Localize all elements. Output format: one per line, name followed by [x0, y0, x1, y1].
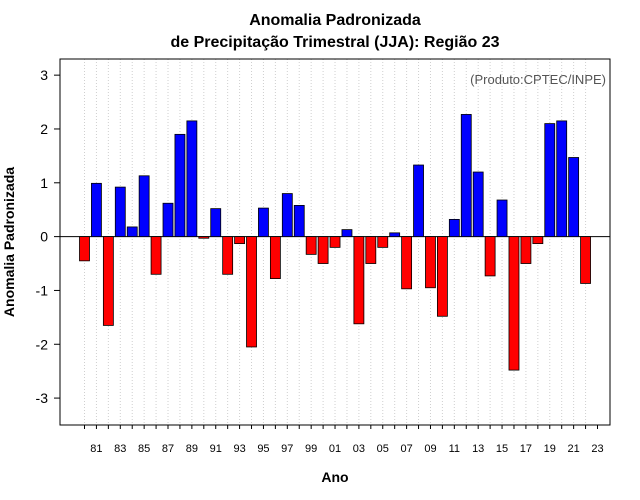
x-tick-label: 11 [449, 443, 460, 455]
x-tick-label: 21 [568, 443, 580, 455]
bar-87 [162, 202, 174, 238]
x-tick-label: 85 [138, 443, 150, 455]
bar-09 [425, 236, 436, 289]
bar-81 [91, 182, 102, 238]
x-tick-label: 81 [90, 443, 102, 455]
y-tick-label: -3 [36, 390, 49, 406]
x-tick-label: 15 [496, 443, 508, 455]
bar-19 [544, 123, 556, 238]
x-tick-label: 83 [114, 443, 126, 455]
bar-92 [222, 236, 234, 275]
x-tick-label: 09 [424, 443, 436, 455]
bar-98 [293, 204, 305, 238]
bar-15 [496, 199, 508, 238]
bar-16 [508, 236, 520, 371]
bar-13 [472, 171, 484, 238]
bar-94 [246, 236, 257, 348]
bar-22 [580, 236, 591, 284]
x-tick-label: 17 [520, 443, 532, 455]
y-axis: -3 -2 -1 0 1 2 3 [36, 67, 60, 406]
bar-08 [413, 164, 424, 238]
bar-18 [532, 236, 544, 245]
y-tick-label: 2 [40, 121, 48, 137]
bar-85 [138, 175, 150, 238]
x-tick-label: 95 [257, 443, 269, 455]
x-tick-label: 89 [186, 443, 198, 455]
x-tick-label: 05 [377, 443, 389, 455]
bar-12 [460, 114, 472, 238]
bar-89 [186, 120, 198, 238]
bar-82 [102, 236, 114, 326]
bar-00 [317, 236, 329, 264]
product-annotation: (Produto:CPTEC/INPE) [470, 72, 606, 87]
bar-02 [341, 229, 353, 238]
x-tick-label: 19 [544, 443, 556, 455]
bar-03 [353, 236, 365, 325]
bar-97 [281, 193, 293, 238]
x-tick-label: 23 [591, 443, 603, 455]
x-tick-label: 91 [210, 443, 222, 455]
y-tick-label: -1 [36, 282, 49, 298]
x-tick-label: 93 [233, 443, 245, 455]
bar-11 [448, 218, 460, 238]
x-axis-label: Ano [321, 469, 348, 485]
bar-05 [377, 236, 389, 248]
bar-21 [568, 157, 580, 238]
bar-90 [198, 236, 210, 239]
y-tick-label: -2 [36, 336, 49, 352]
bar-17 [520, 236, 532, 264]
bar-93 [234, 236, 245, 245]
bar-86 [150, 236, 162, 275]
bar-96 [269, 236, 281, 279]
y-tick-label: 1 [40, 175, 48, 191]
chart-title-line-1: Anomalia Padronizada [249, 12, 421, 29]
bar-95 [258, 207, 269, 238]
bar-84 [126, 226, 138, 238]
bar-10 [436, 236, 448, 317]
y-tick-label: 3 [40, 67, 48, 83]
bar-88 [174, 133, 186, 238]
bar-20 [556, 120, 568, 238]
y-axis-label: Anomalia Padronizada [1, 167, 17, 317]
y-tick-label: 0 [40, 229, 48, 245]
x-tick-label: 13 [472, 443, 484, 455]
x-tick-label: 03 [353, 443, 365, 455]
x-tick-label: 07 [400, 443, 412, 455]
bar-99 [305, 236, 317, 255]
chart-title-line-2: de Precipitação Trimestral (JJA): Região… [170, 34, 499, 51]
x-tick-label: 99 [305, 443, 317, 455]
bar-06 [389, 232, 401, 238]
bar-80 [79, 236, 90, 262]
bar-83 [114, 186, 126, 238]
x-tick-label: 87 [162, 443, 174, 455]
x-axis: 81 83 85 87 89 91 93 95 97 99 01 03 05 07 09 11 13 15 17 19… [84, 425, 604, 455]
bar-01 [329, 236, 341, 248]
bars-group [79, 114, 591, 371]
bar-07 [401, 236, 413, 290]
x-tick-label: 97 [281, 443, 293, 455]
bar-91 [210, 208, 222, 238]
x-tick-label: 01 [329, 443, 341, 455]
bar-14 [484, 236, 496, 277]
bar-04 [365, 236, 377, 264]
